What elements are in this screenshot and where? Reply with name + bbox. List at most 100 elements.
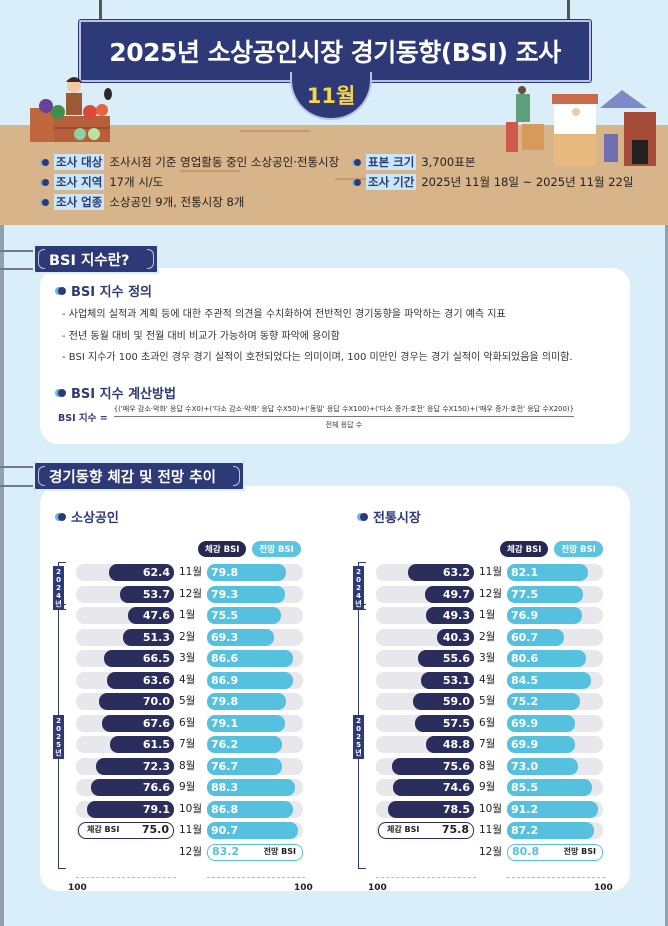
year-label-2024: 2 0 2 4 년 [53,566,64,610]
chart-row: 75.6 8월 73.0 [376,757,616,775]
current-bsi-track: 62.4 [76,564,174,581]
forecast-bsi-value: 80.8 [512,844,540,858]
month-label: 12월 [479,845,503,858]
forecast-bsi-bar: 73.0 [507,757,579,775]
forecast-bsi-track: 86.6 [207,650,303,667]
forecast-bsi-bar: 69.9 [507,714,575,732]
current-bsi-bar: 체감 BSI 75.8 [378,822,474,839]
chart-row: 70.0 5월 79.8 [76,693,316,710]
chart-row: 61.5 7월 76.2 [76,736,316,753]
chart-row: 49.3 1월 76.9 [376,607,616,624]
current-bsi-bar: 61.5 [110,736,174,753]
current-bsi-bar: 79.1 [87,800,174,818]
bullet-icon [360,512,368,521]
chart-row: 47.6 1월 75.5 [76,607,316,624]
forecast-bsi-tag: 전망 BSI [563,846,596,856]
definition-heading: BSI 지수 정의 [55,281,152,300]
current-bsi-value: 75.8 [441,823,469,836]
section-rail [0,466,40,468]
forecast-bsi-bar: 86.8 [207,800,294,818]
current-bsi-bar: 76.6 [90,779,174,796]
bullet-icon [354,178,361,186]
month-label: 11월 [179,824,203,836]
forecast-bsi-track: 77.5 [507,585,603,603]
bsi-formula: BSI 지수 = {('매우 감소·악화' 응답 수X0)+('다소 감소·악화… [58,404,575,429]
month-label: 2월 [179,630,196,643]
current-bsi-track: 47.6 [76,607,174,624]
forecast-bsi-track: 69.9 [507,736,603,753]
forecast-bsi-bar: 75.5 [207,607,281,624]
current-bsi-track: 70.0 [76,693,174,710]
current-bsi-track: 체감 BSI 75.0 [76,822,174,839]
month-label: 1월 [179,609,196,621]
formula-numerator: {('매우 감소·악화' 응답 수X0)+('다소 감소·악화' 응답 수X50… [113,404,575,417]
month-label: 12월 [179,845,203,858]
bullet-icon [42,158,49,166]
forecast-bsi-track: 82.1 [507,564,603,581]
forecast-bsi-track: 76.9 [507,607,603,624]
info-survey-region: 조사 지역 17개 시/도 [42,174,163,190]
forecast-bsi-track: 76.2 [207,736,303,753]
legend-current-bsi: 체감 BSI [198,541,247,557]
month-label: 7월 [179,738,196,750]
current-bsi-bar: 67.6 [102,714,174,732]
forecast-bsi-bar: 79.8 [207,693,286,710]
current-bsi-track: 49.3 [376,607,474,624]
current-bsi-bar: 59.0 [413,693,474,710]
info-survey-industry: 조사 업종 소상공인 9개, 전통시장 8개 [42,194,244,210]
forecast-bsi-track: 84.5 [507,671,603,689]
bullet-icon [58,512,66,521]
current-bsi-bar: 62.4 [108,564,174,581]
month-label: 12월 [479,587,503,600]
current-bsi-track: 63.2 [376,564,474,581]
month-label: 1월 [479,609,496,621]
chart-row: 57.5 6월 69.9 [376,714,616,732]
current-bsi-track: 55.6 [376,650,474,667]
forecast-bsi-track: 79.3 [207,585,303,603]
month-label: 11월 [179,566,203,578]
month-label: 12월 [179,587,203,600]
forecast-bsi-track: 75.2 [507,693,603,710]
chart-row: 체감 BSI 75.0 11월 90.7 [76,822,316,839]
bullet-icon [58,388,66,397]
chart-row: 체감 BSI 75.8 11월 87.2 [376,822,616,839]
forecast-bsi-track: 69.3 [207,628,303,646]
month-label: 11월 [479,566,503,578]
forecast-bsi-bar: 69.3 [207,628,274,646]
reference-axis-left [76,877,176,878]
reference-axis-right [207,877,305,878]
month-label: 9월 [479,781,496,793]
current-bsi-track: 59.0 [376,693,474,710]
sign-hanger-right [567,0,570,22]
current-bsi-bar: 체감 BSI 75.0 [78,822,174,839]
current-bsi-track: 40.3 [376,628,474,646]
current-bsi-bar: 40.3 [437,628,474,646]
month-label: 3월 [479,652,496,664]
forecast-bsi-bar: 80.8 전망 BSI [507,843,603,861]
forecast-bsi-bar: 82.1 [507,564,589,581]
month-label: 9월 [179,781,196,793]
chart-row: 53.7 12월 79.3 [76,585,316,603]
year-label-2025: 2 0 2 5 년 [353,714,364,759]
section-rail [0,250,40,252]
info-survey-period: 조사 기간 2025년 11월 18일 ~ 2025년 11월 22일 [354,174,633,190]
current-bsi-bar: 78.5 [388,800,474,818]
month-label: 8월 [179,759,196,772]
current-bsi-bar: 72.3 [96,757,174,775]
forecast-bsi-track: 60.7 [507,628,603,646]
current-bsi-bar: 75.6 [391,757,474,775]
current-bsi-track: 체감 BSI 75.8 [376,822,474,839]
current-bsi-track: 75.6 [376,757,474,775]
current-bsi-track: 76.6 [76,779,174,796]
forecast-bsi-track: 76.7 [207,757,303,775]
month-label: 4월 [479,673,496,686]
current-bsi-track: 57.5 [376,714,474,732]
bullet-icon [354,158,361,166]
chart-row: 12월 80.8 전망 BSI [376,843,616,861]
month-label: 6월 [179,716,196,729]
chart-row: 12월 83.2 전망 BSI [76,843,316,861]
market-stall-illustration [506,86,656,166]
chart-row: 79.1 10월 86.8 [76,800,316,818]
sign-hanger-left [99,0,102,22]
current-bsi-bar: 70.0 [99,693,174,710]
